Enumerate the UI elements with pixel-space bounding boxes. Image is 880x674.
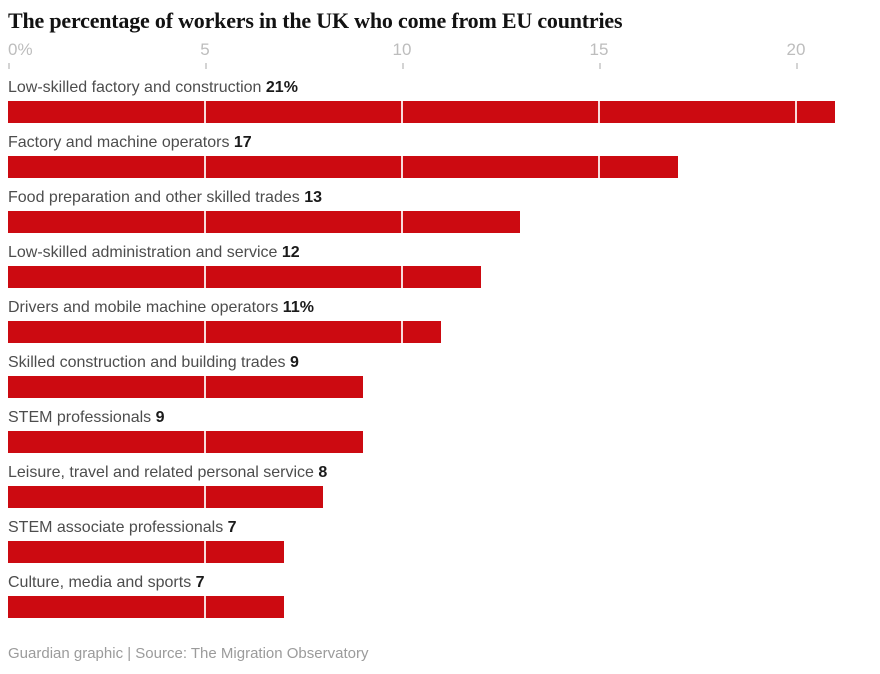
bar-label: Low-skilled factory and construction 21% — [8, 77, 880, 98]
bar-gridline-divider — [204, 156, 206, 178]
x-axis-tick-mark — [599, 63, 601, 69]
bar-gridline-divider — [204, 541, 206, 563]
x-axis-tick-mark — [796, 63, 798, 69]
x-axis-tick-mark — [402, 63, 404, 69]
bar-gridline-divider — [401, 321, 403, 343]
bar-category-text: Drivers and mobile machine operators — [8, 299, 283, 316]
bar-gridline-divider — [401, 211, 403, 233]
bar-gridline-divider — [204, 486, 206, 508]
bar-row: Factory and machine operators 17 — [8, 132, 880, 178]
bar — [8, 266, 481, 288]
bar-value: 8 — [318, 464, 328, 481]
x-axis-tick-label: 20 — [786, 40, 806, 59]
bar-label: Food preparation and other skilled trade… — [8, 187, 880, 208]
bar-category-text: STEM associate professionals — [8, 519, 228, 536]
bar — [8, 156, 678, 178]
bar-row: STEM professionals 9 — [8, 407, 880, 453]
bar-label: Low-skilled administration and service 1… — [8, 242, 880, 263]
bar — [8, 101, 836, 123]
bar-category-text: Skilled construction and building trades — [8, 354, 290, 371]
x-axis-tick-label: 15 — [589, 40, 609, 59]
bar-gridline-divider — [204, 266, 206, 288]
bar — [8, 321, 442, 343]
footer-rule: Guardian graphic | Source: The Migration… — [8, 645, 848, 674]
bar-value: 12 — [281, 244, 300, 261]
bar-label: STEM professionals 9 — [8, 407, 880, 428]
x-axis-tick-label: 0% — [8, 40, 33, 59]
bar-gridline-divider — [401, 266, 403, 288]
bar-gridline-divider — [204, 431, 206, 453]
bar — [8, 211, 521, 233]
bar-label: Leisure, travel and related personal ser… — [8, 462, 880, 483]
bar-row: Food preparation and other skilled trade… — [8, 187, 880, 233]
bar-value: 9 — [289, 354, 299, 371]
bar-row: STEM associate professionals 7 — [8, 517, 880, 563]
bar-category-text: Food preparation and other skilled trade… — [8, 189, 305, 206]
bar-gridline-divider — [401, 101, 403, 123]
bar-value: 9 — [155, 409, 165, 426]
bar-label: Factory and machine operators 17 — [8, 132, 880, 153]
bar-label: Drivers and mobile machine operators 11% — [8, 297, 880, 318]
bar-gridline-divider — [598, 156, 600, 178]
bar-category-text: Leisure, travel and related personal ser… — [8, 464, 319, 481]
bar-category-text: Low-skilled administration and service — [8, 244, 282, 261]
bar-gridline-divider — [598, 101, 600, 123]
x-axis-tick-label: 5 — [200, 40, 210, 59]
bars-area: Low-skilled factory and construction 21%… — [8, 77, 880, 618]
bar-row: Low-skilled factory and construction 21% — [8, 77, 880, 123]
bar-value: 11% — [282, 299, 314, 316]
bar-row: Leisure, travel and related personal ser… — [8, 462, 880, 508]
bar-label: STEM associate professionals 7 — [8, 517, 880, 538]
bar-value: 7 — [227, 519, 237, 536]
bar-gridline-divider — [204, 211, 206, 233]
bar-row: Skilled construction and building trades… — [8, 352, 880, 398]
bar-category-text: Low-skilled factory and construction — [8, 79, 266, 96]
x-axis-tick-label: 10 — [392, 40, 412, 59]
bar-value: 17 — [233, 134, 252, 151]
bar-label: Culture, media and sports 7 — [8, 572, 880, 593]
bar — [8, 596, 284, 618]
bar-label: Skilled construction and building trades… — [8, 352, 880, 373]
bar-category-text: STEM professionals — [8, 409, 156, 426]
bar-gridline-divider — [204, 596, 206, 618]
bar-gridline-divider — [204, 321, 206, 343]
bar-category-text: Culture, media and sports — [8, 574, 196, 591]
bar-value: 7 — [195, 574, 205, 591]
bar-row: Low-skilled administration and service 1… — [8, 242, 880, 288]
bar — [8, 376, 363, 398]
bar-gridline-divider — [401, 156, 403, 178]
bar-value: 21% — [265, 79, 298, 96]
bar-category-text: Factory and machine operators — [8, 134, 234, 151]
x-axis-tick-mark — [8, 63, 10, 69]
bar-gridline-divider — [204, 101, 206, 123]
chart-title: The percentage of workers in the UK who … — [8, 8, 623, 33]
source-caption: Guardian graphic | Source: The Migration… — [8, 645, 369, 662]
x-axis: 0% 5 10 15 20 — [8, 40, 848, 70]
bar-value: 13 — [304, 189, 322, 206]
bar — [8, 486, 324, 508]
bar — [8, 431, 363, 453]
bar-row: Drivers and mobile machine operators 11% — [8, 297, 880, 343]
bar — [8, 541, 284, 563]
bar-gridline-divider — [795, 101, 797, 123]
bar-row: Culture, media and sports 7 — [8, 572, 880, 618]
x-axis-tick-mark — [205, 63, 207, 69]
bar-gridline-divider — [204, 376, 206, 398]
